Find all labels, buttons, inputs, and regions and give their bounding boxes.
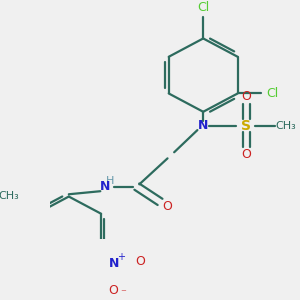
Text: N: N [100,180,110,193]
Text: O: O [162,200,172,213]
Text: CH₃: CH₃ [0,191,20,201]
Text: O: O [135,255,145,268]
Text: CH₃: CH₃ [276,121,296,130]
Text: H: H [106,176,115,185]
Text: N: N [198,119,208,132]
Text: +: + [117,252,125,262]
Text: O: O [242,148,251,161]
Text: Cl: Cl [197,2,209,14]
Text: Cl: Cl [266,87,279,100]
Text: O: O [242,90,251,103]
Text: ⁻: ⁻ [120,288,126,298]
Text: N: N [108,257,119,270]
Text: O: O [109,284,118,297]
Text: S: S [241,118,251,133]
